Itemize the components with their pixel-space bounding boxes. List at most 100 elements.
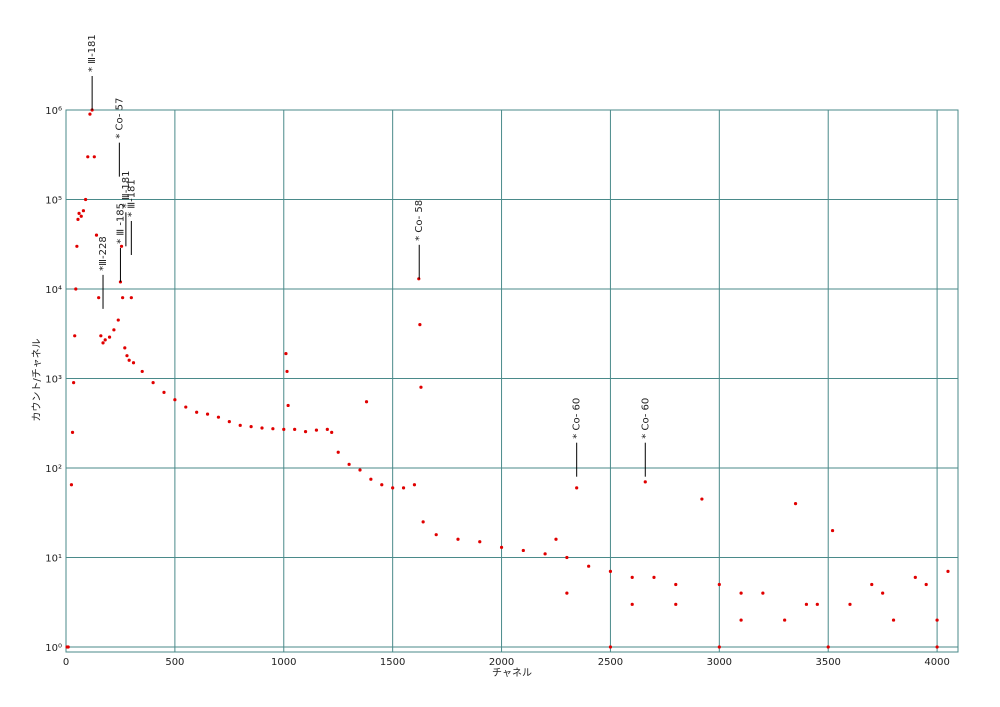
data-point [140,369,144,374]
data-point [101,341,105,345]
data-point [129,296,133,300]
data-point [783,618,787,622]
y-tick-label: 10⁵ [45,196,62,207]
data-point [739,591,743,595]
data-point [88,112,92,116]
data-point [946,569,950,573]
data-point [81,209,86,213]
data-point [717,582,721,587]
data-point [173,398,177,402]
data-point [418,323,422,327]
data-point [330,430,334,435]
x-tick-label: 3500 [815,657,840,668]
data-point [116,318,120,322]
data-point [94,233,99,237]
y-tick-label: 10⁶ [45,106,62,117]
data-point [72,381,76,385]
data-point [739,618,743,622]
data-point [347,462,351,466]
data-point [412,483,417,487]
annotation: *Ⅲ-228 [98,236,109,271]
data-point [271,427,275,431]
data-point [364,400,369,404]
data-point [125,354,129,358]
data-point [630,602,634,606]
annotation: * Ⅲ-181 [121,171,132,209]
data-point [123,346,127,350]
annotation: * Co- 60 [640,398,651,439]
plot-frame [65,109,959,653]
data-point [205,412,210,416]
data-point [434,533,438,537]
x-tick-label: 2500 [598,657,623,668]
data-point [543,552,547,556]
data-point [121,296,125,300]
data-point [521,548,525,553]
data-point [815,602,819,606]
data-point [127,358,131,362]
data-point [793,502,798,506]
data-point [238,423,242,427]
data-point [69,483,74,487]
x-tick-label: 0 [63,657,69,668]
annotation: * Ⅲ-181 [87,34,98,72]
data-point [565,555,569,560]
y-axis-label: カウント/チャネル [31,338,43,421]
annotation: * Ⅲ -185 [115,203,126,244]
data-point [935,618,939,622]
data-point [303,430,308,434]
data-point [587,564,591,568]
data-point [674,582,678,587]
x-tick-label: 3000 [707,657,732,668]
data-point [935,645,939,649]
data-point [804,602,809,606]
data-point [643,480,647,484]
data-point [565,591,569,595]
data-point [92,155,96,159]
data-point [608,569,613,573]
data-point [293,427,297,432]
data-point [314,428,319,432]
data-point [478,540,482,544]
data-point [74,287,78,291]
data-point [103,338,107,342]
data-point [86,155,90,159]
y-tick-label: 10³ [45,375,62,386]
data-point [76,217,80,221]
data-point [285,369,289,374]
data-point [73,334,77,338]
data-point [75,244,79,248]
data-point [286,403,290,408]
data-point [499,545,504,549]
data-point [652,575,656,579]
data-point [216,415,221,419]
data-point [630,575,634,579]
data-point [826,645,830,649]
data-point [717,645,721,649]
annotation: * Ⅲ-181 [126,179,137,217]
data-point [282,427,286,432]
data-point [112,328,116,332]
data-point [554,537,558,541]
data-point [119,244,124,248]
data-point [195,410,199,414]
data-point [184,405,188,409]
annotation: * Co- 58 [414,200,425,241]
y-tick-label: 10⁰ [45,643,62,654]
data-point [99,334,103,338]
annotation: * Co- 57 [114,98,125,139]
data-point [700,497,704,501]
x-axis-label: チャネル [492,667,532,679]
data-point [391,486,395,490]
data-point [227,420,231,424]
data-point [325,427,329,432]
data-point [83,197,88,202]
x-tick-label: 1000 [271,657,296,668]
data-point [419,385,423,389]
data-point [79,214,83,218]
data-point [575,486,579,490]
data-point [249,425,253,429]
data-point [913,575,917,579]
data-point [97,296,101,300]
